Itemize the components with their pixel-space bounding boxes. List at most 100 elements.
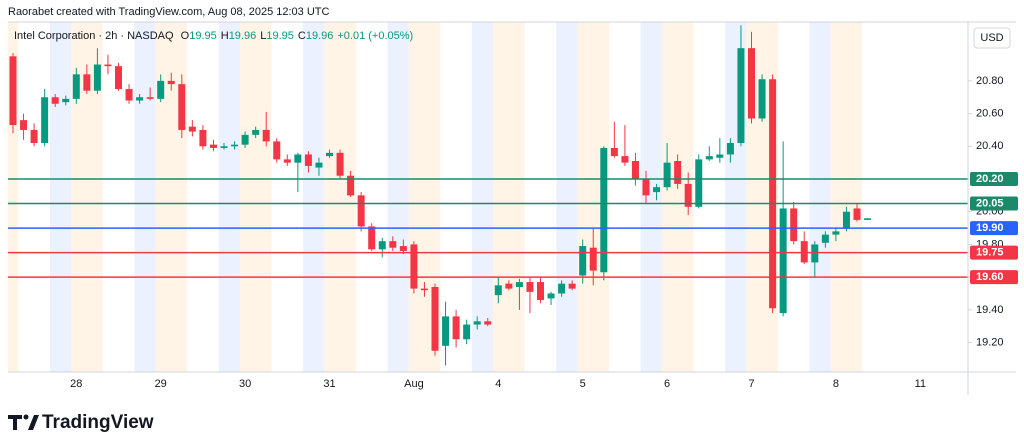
legend-value: 19.95 [266,30,294,42]
candle-body [758,79,766,119]
session-band [419,22,430,372]
candle-body [241,134,249,145]
candle-body [674,161,682,184]
price-level-label: 19.60 [976,271,1004,283]
session-band [482,22,494,372]
candle-body [442,316,450,346]
candle-body [115,66,122,90]
candle-body [547,293,555,299]
session-band [71,22,82,372]
candle-body [842,211,850,229]
candle-body [663,162,671,188]
session-band [841,22,852,372]
candle-body [653,187,661,193]
legend-value: 19.95 [189,30,217,42]
price-level-label: 19.75 [976,247,1004,259]
legend: Intel Corporation · 2h · NASDAQ O19.95 H1… [14,30,413,42]
candle-body [83,74,91,91]
candle-body [336,152,344,176]
logo-t [8,415,22,430]
x-tick-label: 6 [664,378,670,390]
legend-key: H [221,30,229,42]
price-level-label: 20.20 [976,173,1004,185]
candle-body [568,283,576,289]
price-level-label: 20.05 [976,197,1004,209]
session-band [313,22,325,372]
candle-body [20,120,28,130]
candle-body [610,147,618,157]
session-band [577,22,588,372]
logo-v [28,415,39,430]
session-band [387,22,399,372]
session-band [672,22,683,372]
candle-body [368,226,376,250]
session-band [735,22,747,372]
price-level-box [970,172,1018,187]
candle-body [410,244,418,289]
session-band [250,22,261,372]
session-band [493,22,504,372]
candle-body [684,183,692,207]
candle-body [600,147,608,273]
candle-body [294,154,302,163]
legend-value: 19.96 [306,30,334,42]
brand-logo: TradingView [8,412,154,433]
currency-button[interactable] [973,27,1011,49]
candle-body [199,129,207,147]
session-band [408,22,420,372]
plot-area [8,25,968,366]
session-band [218,22,230,372]
candle-body [452,316,460,340]
candle-body [252,129,260,135]
session-band [746,22,757,372]
session-band [851,22,863,372]
x-tick-label: 31 [323,378,335,390]
session-band [134,22,145,372]
x-tick-label: 11 [915,378,926,390]
y-tick-label: 19.40 [976,304,1004,316]
candle-body [431,286,439,351]
candle-body [157,80,165,99]
candle-body [811,244,819,263]
candle-body [716,154,724,158]
candle-body [748,48,755,119]
candle-body [526,282,534,292]
session-band [229,22,240,372]
candle-body [357,195,365,227]
session-band [155,22,166,372]
candle-body [347,175,355,196]
candle-body [93,64,101,91]
candle-body [769,79,777,309]
candle-body [209,144,217,148]
candle-body [515,282,523,287]
x-tick-label: 7 [748,378,754,390]
session-band [324,22,335,372]
y-tick-label: 19.20 [976,336,1004,348]
candle-body [853,208,861,220]
session-band [661,22,673,372]
currency[interactable]: USD [980,32,1003,44]
candle-body [621,156,629,163]
candle-body [315,162,323,168]
session-band [334,22,346,372]
x-tick-label: 5 [580,378,586,390]
candle-body [631,161,639,180]
candle-body [304,154,312,166]
price-level-label: 19.90 [976,222,1004,234]
candle-body [695,159,703,207]
y-tick-label: 20.60 [976,107,1004,119]
session-band [503,22,515,372]
session-band [144,22,156,372]
price-level-box [970,221,1018,236]
candle-body [220,146,228,148]
legend-key: C [298,30,306,42]
session-band [820,22,831,372]
session-band [398,22,409,372]
candle-body [167,80,175,85]
session-band [429,22,441,372]
candle-body [262,129,270,142]
candle-body [579,246,587,276]
candle-body [642,179,650,196]
session-band [566,22,578,372]
